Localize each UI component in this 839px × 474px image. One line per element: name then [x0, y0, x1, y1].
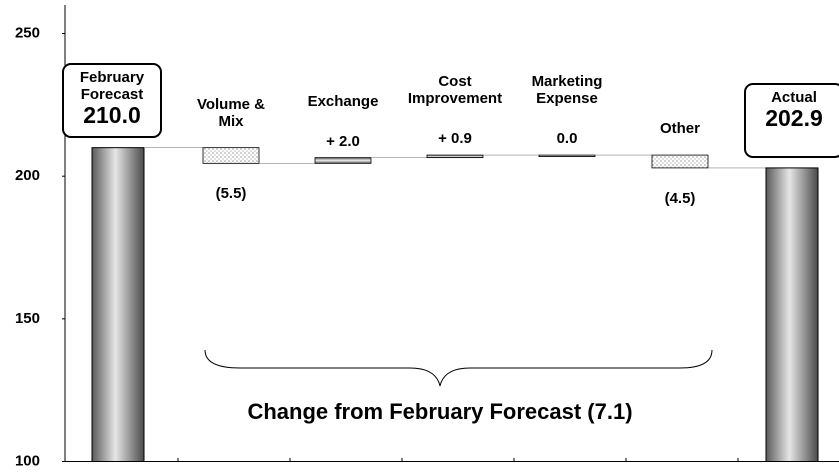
total-bar [765, 167, 819, 462]
step-bar [202, 147, 260, 164]
value-label: 0.0 [556, 130, 578, 148]
category-label: Marketing Expense [531, 73, 603, 108]
annotation: Change from February Forecast (7.1) [247, 399, 632, 424]
total-label-box: February Forecast 210.0 [62, 62, 162, 138]
y-tick-label: 200 [15, 167, 40, 184]
step-bar [314, 157, 372, 164]
y-tick-label: 250 [15, 25, 40, 42]
total-label-box: Actual 202.9 [744, 82, 839, 158]
value-label: 202.9 [765, 104, 823, 131]
y-tick-label: 150 [15, 310, 40, 327]
value-label: (4.5) [664, 189, 696, 207]
y-tick-label: 100 [15, 452, 40, 469]
category-label: Other [659, 120, 700, 138]
value-label: 210.0 [83, 101, 141, 128]
brace [204, 349, 713, 387]
step-bar [426, 154, 484, 159]
category-label: Actual [771, 88, 817, 106]
category-label: Volume & Mix [196, 95, 266, 130]
category-label: Exchange [307, 92, 379, 110]
step-bar [651, 154, 709, 169]
step-bar [538, 154, 596, 157]
x-axis-ticks [177, 458, 739, 462]
category-label: Cost Improvement [407, 73, 503, 108]
value-label: + 0.9 [438, 130, 472, 148]
value-label: + 2.0 [326, 132, 360, 150]
total-bar [91, 147, 145, 462]
category-label: February Forecast [79, 68, 145, 103]
value-label: (5.5) [215, 185, 247, 203]
